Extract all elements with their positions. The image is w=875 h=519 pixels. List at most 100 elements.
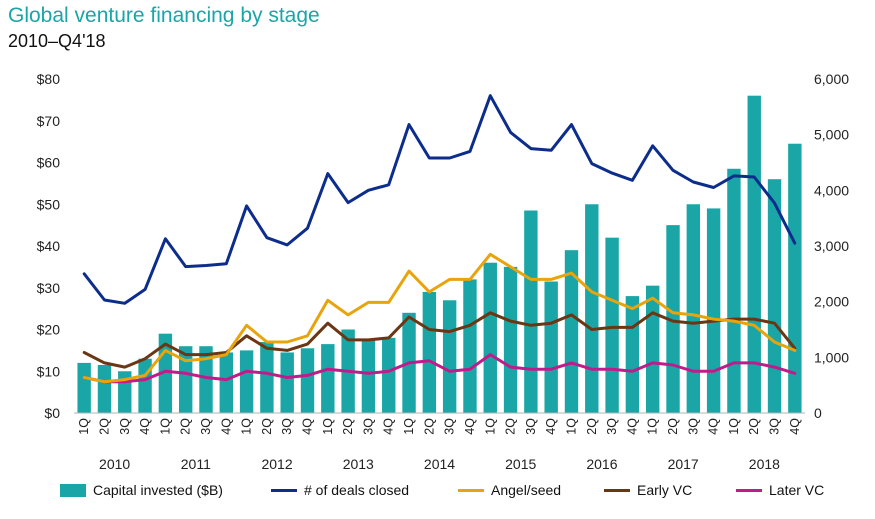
x-axis-ticks: 1Q 2Q 3Q 4Q 1Q 2Q 3Q 4Q 1Q 2Q 3Q 4Q 1Q 2Q 3Q 4Q 1Q 2Q 3Q 4Q… [77, 418, 802, 435]
quarter-tick-label: 2Q [666, 418, 680, 435]
legend-label: Later VC [769, 482, 825, 498]
capital-bar [260, 342, 274, 413]
capital-bar [361, 339, 376, 413]
quarter-tick-label: 3Q [280, 418, 294, 435]
quarter-tick-label: 2Q [585, 418, 599, 435]
quarter-tick-label: 4Q [788, 418, 802, 435]
chart-title: Global venture financing by stage [8, 4, 320, 27]
right-axis-tick-label: 0 [814, 405, 822, 421]
capital-bar [544, 281, 558, 413]
quarter-tick-label: 1Q [321, 418, 335, 435]
chart-legend: Capital invested ($B) # of deals closed An… [0, 482, 875, 506]
right-axis-tick-label: 3,000 [814, 238, 849, 254]
quarter-tick-label: 1Q [564, 418, 578, 435]
quarter-tick-label: 4Q [301, 418, 315, 435]
quarter-tick-label: 3Q [443, 418, 457, 435]
year-label: 2017 [668, 456, 699, 472]
capital-bar [178, 346, 193, 413]
quarter-tick-label: 2Q [422, 418, 436, 435]
deals-closed-line [82, 94, 797, 305]
year-label: 2012 [261, 456, 292, 472]
quarter-tick-label: 4Q [219, 418, 233, 435]
capital-bar [686, 204, 701, 413]
quarter-tick-label: 4Q [625, 418, 639, 435]
left-axis-tick-label: $30 [37, 280, 61, 296]
left-axis-tick-label: $20 [37, 322, 61, 338]
quarter-tick-label: 3Q [199, 418, 213, 435]
quarter-tick-label: 3Q [686, 418, 700, 435]
capital-bar [585, 204, 599, 413]
left-axis-tick-label: $60 [37, 155, 61, 171]
quarter-tick-label: 2Q [747, 418, 761, 435]
year-label: 2016 [586, 456, 617, 472]
capital-bar [280, 352, 294, 413]
legend-item: Angel/seed [458, 482, 561, 498]
quarter-tick-label: 3Q [768, 418, 782, 435]
year-labels: 2010 2011 2012 2013 2014 2015 2016 2017 2018 [99, 456, 780, 472]
legend-label: Angel/seed [491, 482, 562, 498]
quarter-tick-label: 1Q [483, 418, 497, 435]
year-label: 2011 [181, 456, 211, 472]
quarter-tick-label: 1Q [402, 418, 416, 435]
quarter-tick-label: 2Q [504, 418, 518, 435]
quarter-tick-label: 4Q [138, 418, 152, 435]
capital-bar [483, 262, 497, 413]
capital-bar [767, 179, 782, 413]
capital-bar [382, 337, 396, 413]
capital-bar [706, 208, 721, 413]
year-label: 2015 [505, 456, 536, 472]
capital-bar [625, 296, 640, 413]
capital-bar [97, 364, 112, 413]
quarter-tick-label: 1Q [158, 418, 172, 435]
legend-label: Capital invested ($B) [93, 482, 223, 498]
quarter-tick-label: 4Q [463, 418, 477, 435]
quarter-tick-label: 2Q [341, 418, 355, 435]
right-axis-tick-label: 2,000 [814, 294, 849, 310]
year-label: 2014 [424, 456, 455, 472]
legend-swatch [736, 488, 762, 492]
legend-swatch [604, 488, 630, 492]
capital-bar [463, 279, 477, 413]
legend-item: Early VC [604, 482, 692, 498]
quarter-tick-label: 2Q [260, 418, 274, 435]
left-axis-tick-label: $40 [37, 238, 61, 254]
capital-bar [77, 362, 91, 413]
year-label: 2013 [343, 456, 374, 472]
quarter-tick-label: 2Q [179, 418, 193, 435]
quarter-tick-label: 1Q [77, 418, 91, 435]
quarter-tick-label: 4Q [707, 418, 721, 435]
capital-bar [727, 168, 741, 413]
capital-bar [646, 285, 660, 413]
capital-bar [605, 237, 619, 413]
legend-item: Capital invested ($B) [60, 482, 223, 498]
capital-bar [564, 250, 579, 413]
quarter-tick-label: 3Q [605, 418, 619, 435]
capital-bar [239, 350, 254, 413]
capital-bar [442, 300, 457, 413]
year-label: 2018 [749, 456, 780, 472]
capital-bar [219, 352, 233, 413]
legend-item: Later VC [736, 482, 824, 498]
right-axis-tick-label: 6,000 [814, 71, 849, 87]
series-lines [82, 94, 797, 384]
quarter-tick-label: 3Q [118, 418, 132, 435]
later-vc-line [82, 353, 797, 384]
quarter-tick-label: 3Q [361, 418, 375, 435]
legend-swatch [458, 488, 484, 492]
quarter-tick-label: 1Q [646, 418, 660, 435]
capital-bar [422, 291, 437, 413]
quarter-tick-label: 1Q [240, 418, 254, 435]
capital-bar [199, 346, 213, 413]
left-axis-tick-label: $10 [37, 363, 61, 379]
right-axis-tick-label: 5,000 [814, 127, 849, 143]
left-axis-ticks: $0 $10 $20 $30 $40 $50 $60 $70 $80 [37, 71, 61, 421]
right-axis-ticks: 0 1,000 2,000 3,000 4,000 5,000 6,000 [814, 71, 849, 421]
quarter-tick-label: 4Q [382, 418, 396, 435]
quarter-tick-label: 1Q [727, 418, 741, 435]
venture-financing-chart: $0 $10 $20 $30 $40 $50 $60 $70 $80 0 1,000 2,000 3,… [37, 71, 850, 472]
right-axis-tick-label: 1,000 [814, 349, 849, 365]
chart-subtitle: 2010–Q4'18 [8, 31, 106, 51]
right-axis-tick-label: 4,000 [814, 182, 849, 198]
early-vc-line [82, 311, 797, 369]
legend-swatch [60, 483, 86, 497]
